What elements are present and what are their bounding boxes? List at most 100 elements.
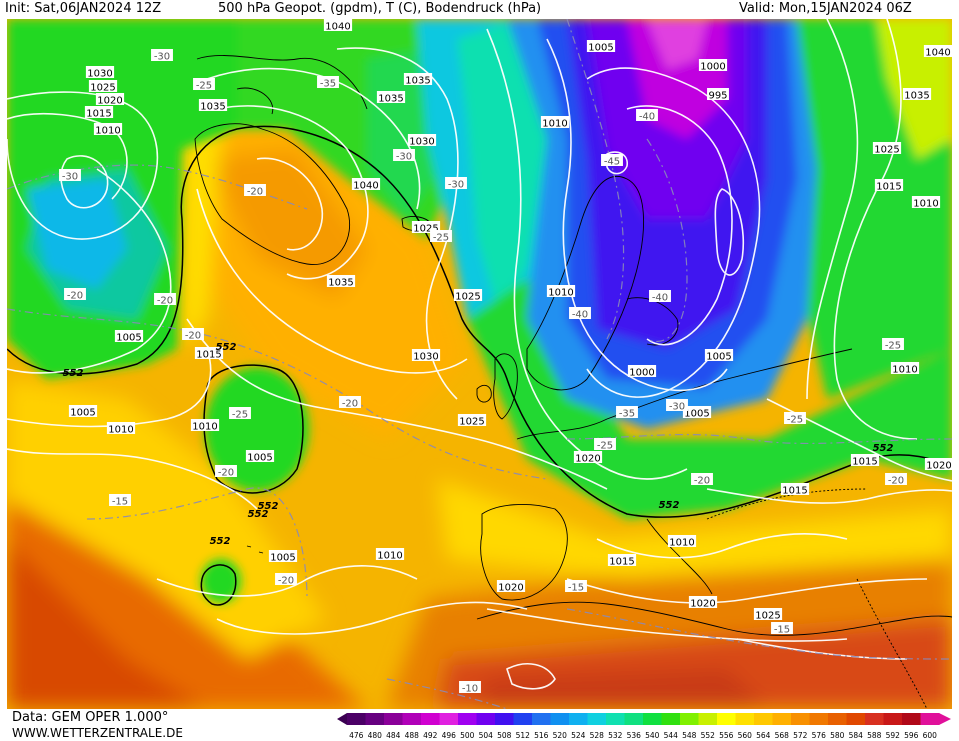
svg-text:1040: 1040: [325, 22, 350, 33]
colorbar-tick-label: 536: [627, 731, 642, 740]
isobar-label: 1015: [874, 179, 904, 193]
svg-text:1030: 1030: [413, 352, 438, 363]
colorbar-arrow-right: [939, 713, 951, 725]
svg-text:1005: 1005: [116, 333, 141, 344]
isobar-label: 1010: [190, 419, 220, 433]
svg-text:1010: 1010: [669, 538, 694, 549]
colorbar-swatch: [624, 713, 644, 725]
svg-text:1000: 1000: [629, 368, 654, 379]
isotherm-label: -20: [339, 396, 361, 410]
isobar-label: 1005: [68, 405, 98, 419]
isotherm-label: -20: [154, 293, 176, 307]
svg-text:-30: -30: [154, 52, 170, 63]
isotherms: [7, 19, 952, 709]
isotherm-labels: -30 -25 -35 -30 -30 -25 -20 -30 -20 -20 -20 -25 -20 -…: [59, 49, 907, 695]
isobar-label: 1020: [924, 458, 952, 472]
svg-text:1020: 1020: [690, 599, 715, 610]
colorbar-swatch: [902, 713, 921, 725]
colorbar-tick-label: 480: [368, 731, 383, 740]
isobar-label: 1000: [698, 59, 728, 73]
svg-text:-40: -40: [639, 112, 655, 123]
isotherm-label: -40: [636, 109, 658, 123]
svg-text:552: 552: [216, 342, 237, 353]
data-source: Data: GEM OPER 1.000°: [12, 710, 169, 725]
svg-text:1010: 1010: [548, 288, 573, 299]
svg-text:1020: 1020: [97, 96, 122, 107]
svg-text:-15: -15: [112, 497, 128, 508]
colorbar-swatch: [606, 713, 625, 725]
colorbar-swatch: [846, 713, 866, 725]
isobar-label: 1040: [351, 178, 381, 192]
isotherm-label: -30: [151, 49, 173, 63]
colorbar-swatch: [772, 713, 792, 725]
svg-text:1010: 1010: [892, 365, 917, 376]
isotherm-label: -40: [569, 307, 591, 321]
svg-text:-35: -35: [619, 409, 635, 420]
svg-text:1005: 1005: [247, 453, 272, 464]
svg-text:1015: 1015: [876, 182, 901, 193]
colorbar-swatch: [402, 713, 422, 725]
colorbar-swatch: [791, 713, 810, 725]
svg-text:1015: 1015: [782, 486, 807, 497]
colorbar-swatch: [513, 713, 533, 725]
geopotential-label: 552: [248, 509, 269, 520]
map-title: 500 hPa Geopot. (gpdm), T (C), Bodendruc…: [218, 1, 542, 16]
svg-text:-15: -15: [774, 625, 790, 636]
isotherm-label: -25: [430, 230, 452, 244]
isobar-label: 1030: [407, 134, 437, 148]
svg-text:1015: 1015: [609, 557, 634, 568]
colorbar-swatch: [920, 713, 940, 725]
isobar-label: 1020: [496, 580, 526, 594]
isobar-label: 1025: [453, 289, 483, 303]
colorbar-swatch: [680, 713, 699, 725]
init-time: Init: Sat,06JAN2024 12Z: [5, 1, 162, 16]
isobar-label: 1010: [375, 548, 405, 562]
svg-text:552: 552: [873, 443, 894, 454]
svg-text:1035: 1035: [904, 91, 929, 102]
svg-text:1010: 1010: [108, 425, 133, 436]
svg-text:-30: -30: [396, 152, 412, 163]
colorbar-tick-label: 592: [886, 731, 901, 740]
geopotential-label: 552: [659, 500, 680, 511]
isobar-label: 1010: [106, 422, 136, 436]
svg-text:1030: 1030: [87, 69, 112, 80]
colorbar-legend: 476 480 484 488 492 496 500 504 508 512 516 520 524 5…: [337, 713, 951, 740]
isobar-label: 1020: [95, 93, 125, 107]
isotherm-label: -15: [109, 494, 131, 508]
colorbar-tick-label: 596: [904, 731, 919, 740]
svg-text:1010: 1010: [913, 199, 938, 210]
isobar-label: 1010: [546, 285, 576, 299]
colorbar-swatch: [735, 713, 755, 725]
colorbar-tick-label: 576: [812, 731, 827, 740]
svg-text:1020: 1020: [498, 583, 523, 594]
colorbar-tick-label: 484: [386, 731, 401, 740]
isotherm-label: -45: [601, 154, 623, 168]
isobar-label: 1000: [627, 365, 657, 379]
svg-text:552: 552: [63, 368, 84, 379]
svg-text:-25: -25: [196, 81, 212, 92]
svg-text:552: 552: [210, 536, 231, 547]
svg-text:1015: 1015: [86, 109, 111, 120]
colorbar-tick-label: 508: [497, 731, 512, 740]
colorbar-swatch: [439, 713, 459, 725]
svg-text:1035: 1035: [328, 278, 353, 289]
isobar-label: 1035: [403, 73, 433, 87]
svg-text:1020: 1020: [575, 454, 600, 465]
svg-text:1025: 1025: [90, 83, 115, 94]
svg-text:-20: -20: [888, 476, 904, 487]
svg-text:-35: -35: [320, 79, 336, 90]
colorbar-swatch: [661, 713, 681, 725]
colorbar-swatch: [384, 713, 403, 725]
isotherm-label: -20: [691, 473, 713, 487]
isobar-label: 1020: [573, 451, 603, 465]
isobar-label: 1015: [607, 554, 637, 568]
svg-text:552: 552: [258, 501, 279, 512]
colorbar-tick-label: 532: [608, 731, 623, 740]
isotherm-label: -15: [565, 580, 587, 594]
colorbar-tick-label: 584: [849, 731, 864, 740]
isobar-label: 1030: [85, 66, 115, 80]
geopotential-label: 552: [63, 368, 84, 379]
isobar-labels: 1040 1030 1025 1020 1015 1010 1035 1035 1035 1030…: [68, 19, 952, 622]
website-credit: WWW.WETTERZENTRALE.DE: [12, 726, 183, 740]
svg-text:1025: 1025: [755, 611, 780, 622]
